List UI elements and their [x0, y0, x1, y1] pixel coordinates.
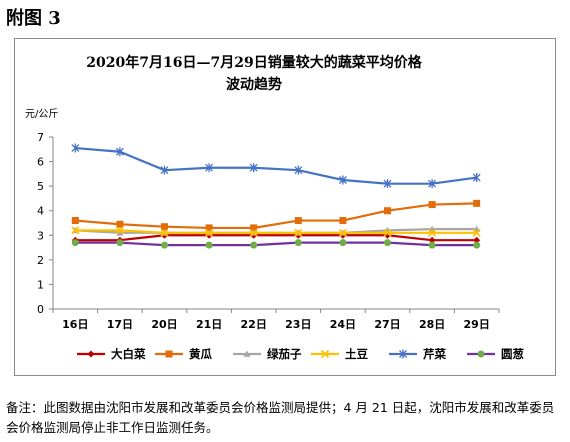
data-point-marker: [338, 175, 347, 185]
data-point-marker: [160, 228, 169, 237]
legend-item: 土豆: [311, 347, 368, 361]
data-point-marker: [71, 226, 80, 235]
data-point-marker: [71, 239, 79, 247]
footnote: 备注：此图数据由沈阳市发展和改革委员会价格监测局提供；4 月 21 日起，沈阳市…: [6, 400, 555, 435]
legend-item: 黄瓜: [155, 347, 212, 361]
data-point-marker: [428, 228, 437, 237]
y-tick-label: 2: [37, 254, 44, 267]
data-point-marker: [473, 199, 481, 207]
line-chart: 2020年7月16日—7月29日销量较大的蔬菜平均价格 波动趋势 元/公斤 0 1…: [25, 54, 524, 361]
y-tick-label: 5: [37, 180, 44, 193]
data-point-marker: [205, 228, 214, 237]
data-point-marker: [115, 226, 124, 235]
data-point-marker: [473, 236, 481, 244]
data-point-marker: [399, 349, 407, 359]
data-point-marker: [71, 217, 79, 225]
data-point-marker: [161, 241, 168, 249]
chart-container: 2020年7月16日—7月29日销量较大的蔬菜平均价格 波动趋势 元/公斤 0 1…: [14, 38, 556, 376]
data-point-marker: [161, 223, 168, 231]
series-5: [71, 143, 481, 189]
data-point-marker: [428, 201, 436, 209]
data-point-marker: [205, 224, 213, 232]
data-point-marker: [71, 143, 80, 153]
data-point-marker: [87, 350, 95, 358]
x-tick-label: 29日: [464, 318, 490, 331]
y-tick-label: 6: [37, 156, 44, 169]
data-point-marker: [250, 224, 258, 232]
data-point-marker: [294, 165, 303, 175]
y-tick-label: 0: [37, 303, 44, 316]
data-point-marker: [116, 239, 124, 247]
data-point-marker: [243, 350, 251, 357]
legend-item: 圆葱: [467, 347, 524, 361]
series-layer: [71, 143, 481, 249]
data-point-marker: [294, 228, 303, 237]
data-point-marker: [294, 239, 302, 247]
data-point-marker: [473, 241, 481, 249]
series-6: [71, 239, 481, 249]
legend-label: 土豆: [345, 347, 368, 361]
legend-label: 黄瓜: [189, 347, 212, 361]
data-point-marker: [477, 350, 485, 358]
data-point-marker: [116, 229, 124, 236]
data-point-marker: [384, 207, 391, 215]
legend-label: 芹菜: [423, 347, 446, 361]
data-point-marker: [472, 228, 481, 237]
axes: 0 1 2 3 4 5 6 7 16日 17日 20日 21日 22日 23日 24日 27日 28日 29日: [37, 131, 500, 331]
chart-title-line-1: 2020年7月16日—7月29日销量较大的蔬菜平均价格: [86, 54, 422, 71]
y-tick-label: 4: [37, 205, 44, 218]
y-tick-label: 7: [37, 131, 44, 144]
legend: 大白菜 黄瓜 绿茄子 土豆 芹菜 圆葱: [77, 347, 524, 361]
data-point-marker: [428, 241, 436, 249]
data-point-marker: [383, 228, 392, 237]
data-point-marker: [383, 179, 392, 189]
data-point-marker: [205, 241, 213, 249]
data-point-marker: [249, 228, 258, 237]
y-tick-label: 3: [37, 229, 44, 242]
data-point-marker: [428, 179, 437, 189]
series-4: [71, 226, 481, 237]
data-point-marker: [116, 220, 124, 228]
data-point-marker: [428, 236, 436, 244]
x-tick-label: 28日: [419, 318, 445, 331]
data-point-marker: [205, 163, 214, 173]
data-point-marker: [339, 239, 347, 247]
data-point-marker: [294, 217, 302, 225]
data-point-marker: [339, 217, 347, 225]
data-point-marker: [249, 163, 258, 173]
legend-item: 芹菜: [389, 347, 446, 361]
x-tick-label: 21日: [196, 318, 222, 331]
data-point-marker: [165, 350, 173, 358]
x-tick-label: 27日: [374, 318, 400, 331]
data-point-marker: [250, 241, 258, 249]
series-line: [75, 229, 477, 234]
figure-label: 附图 3: [6, 8, 61, 29]
legend-label: 圆葱: [501, 347, 524, 361]
y-tick-label: 1: [37, 278, 44, 291]
x-tick-label: 23日: [285, 318, 311, 331]
legend-label: 绿茄子: [267, 347, 302, 361]
x-tick-label: 24日: [330, 318, 356, 331]
chart-title-line-2: 波动趋势: [226, 76, 282, 93]
data-point-marker: [472, 173, 481, 183]
data-point-marker: [320, 349, 330, 359]
y-axis-unit-label: 元/公斤: [25, 108, 58, 120]
data-point-marker: [384, 239, 391, 247]
x-tick-label: 17日: [107, 318, 133, 331]
series-2: [71, 199, 481, 232]
x-tick-label: 22日: [241, 318, 267, 331]
series-line: [75, 146, 477, 185]
legend-item: 大白菜: [77, 347, 146, 361]
data-point-marker: [115, 147, 124, 157]
series-line: [75, 241, 477, 247]
legend-label: 大白菜: [111, 347, 146, 361]
series-line: [75, 234, 477, 242]
data-point-marker: [160, 165, 169, 175]
x-tick-label: 16日: [62, 318, 88, 331]
data-point-marker: [338, 228, 347, 237]
legend-item: 绿茄子: [233, 347, 302, 361]
x-tick-label: 20日: [151, 318, 177, 331]
series-line: [75, 202, 477, 230]
